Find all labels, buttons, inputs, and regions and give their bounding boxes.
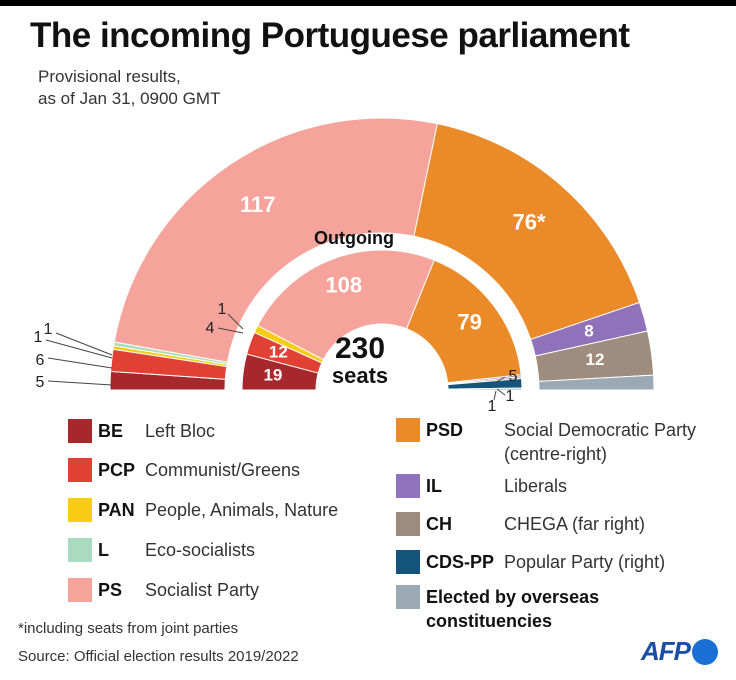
- legend-label-psd-line-1: Social Democratic Party: [504, 420, 697, 440]
- subtitle-line-1: Provisional results,: [38, 67, 181, 86]
- outgoing-label-pcp: 12: [269, 343, 288, 362]
- outgoing-label-be: 19: [263, 365, 282, 384]
- legend-code-psd: PSD: [426, 420, 464, 440]
- legend-swatch-il: [396, 474, 420, 498]
- outgoing-leader-cds-pp: [495, 376, 506, 383]
- legend-swatch-pcp: [68, 458, 92, 482]
- outgoing-leader-ch: [493, 390, 497, 401]
- legend-label-il: Liberals: [504, 476, 568, 496]
- outgoing-leader-pan: [217, 327, 244, 334]
- legend-label-cds-pp: Popular Party (right): [504, 552, 666, 572]
- legend-label-overseas-line-2: constituencies: [426, 611, 553, 631]
- legend-item-be: BE: [68, 419, 123, 443]
- legend-swatch-psd: [396, 418, 420, 442]
- legend-code-ps: PS: [98, 580, 123, 600]
- legend-swatch-cds-pp: [396, 550, 420, 574]
- legend-code-pan: PAN: [98, 500, 135, 520]
- incoming-label-pan: 1: [34, 329, 43, 346]
- outgoing-segment-ps: [257, 249, 435, 361]
- source-note: Source: Official election results 2019/2…: [18, 648, 299, 665]
- legend-label-l: Eco-socialists: [145, 540, 256, 560]
- incoming-segment-ps: [113, 117, 438, 363]
- legend-item-ch: CH: [396, 512, 452, 536]
- incoming-label-be: 5: [36, 374, 45, 391]
- legend-label-overseas-line-1: Elected by overseas: [426, 587, 600, 607]
- legend-swatch-ch: [396, 512, 420, 536]
- legend-swatch-overseas: [396, 585, 420, 609]
- incoming-label-psd: 76*: [513, 209, 546, 234]
- legend-item-psd: PSD: [396, 418, 463, 442]
- legend-code-ch: CH: [426, 514, 452, 534]
- chart-title: The incoming Portuguese parliament: [30, 16, 630, 55]
- footnote: *including seats from joint parties: [18, 620, 239, 637]
- afp-logo-text: AFP: [641, 636, 691, 666]
- legend-swatch-pan: [68, 498, 92, 522]
- legend-swatch-ps: [68, 578, 92, 602]
- legend-item-pcp: PCP: [68, 458, 135, 482]
- legend-label-ch: CHEGA (far right): [504, 514, 646, 534]
- outgoing-ring-title: Outgoing: [314, 228, 394, 248]
- legend-code-il: IL: [426, 476, 442, 496]
- incoming-segment-psd: [413, 123, 641, 341]
- legend-label-pan: People, Animals, Nature: [145, 500, 339, 520]
- incoming-leader-pcp: [47, 357, 113, 369]
- legend-label-ps: Socialist Party: [145, 580, 260, 600]
- outgoing-label-cds-pp: 5: [509, 368, 518, 385]
- center-total-unit: seats: [332, 363, 388, 388]
- outgoing-leader-il: [496, 388, 506, 396]
- incoming-label-l: 1: [44, 321, 53, 338]
- incoming-label-il: 8: [584, 321, 593, 340]
- subtitle-line-2: as of Jan 31, 0900 GMT: [38, 89, 221, 108]
- incoming-segment-overseas: [538, 374, 655, 391]
- afp-logo-dot: [692, 638, 718, 665]
- outgoing-leader-l: [227, 313, 244, 330]
- outgoing-label-l: 1: [218, 301, 227, 318]
- outgoing-segment-psd: [405, 259, 522, 384]
- incoming-label-ps: 117: [240, 192, 276, 217]
- outgoing-label-psd: 79: [457, 309, 481, 334]
- legend-code-pcp: PCP: [98, 460, 136, 480]
- legend-label-psd-line-2: (centre-right): [504, 444, 608, 464]
- legend-item-cds-pp: CDS-PP: [396, 550, 494, 574]
- legend-item-l: L: [68, 538, 109, 562]
- center-total-number: 230: [335, 332, 385, 365]
- incoming-leader-be: [47, 380, 113, 386]
- incoming-label-pcp: 6: [36, 352, 45, 369]
- outgoing-label-ch: 1: [488, 398, 497, 415]
- outgoing-label-pan: 4: [206, 320, 215, 337]
- legend-item-pan: PAN: [68, 498, 135, 522]
- chart-subtitle: Provisional results, as of Jan 31, 0900 …: [38, 66, 220, 110]
- incoming-label-ch: 12: [586, 350, 605, 369]
- top-bar: [0, 0, 736, 6]
- incoming-leader-l: [55, 332, 113, 356]
- outgoing-label-ps: 108: [325, 273, 362, 298]
- legend-swatch-l: [68, 538, 92, 562]
- outgoing-label-il: 1: [506, 388, 515, 405]
- outgoing-segment-overseas: [447, 387, 523, 391]
- legend-swatch-be: [68, 419, 92, 443]
- legend-label-pcp: Communist/Greens: [145, 460, 301, 480]
- incoming-leader-pan: [45, 339, 113, 359]
- afp-logo: AFP: [641, 636, 718, 667]
- legend-code-be: BE: [98, 421, 124, 441]
- legend-item-overseas: Elected by overseas constituencies: [396, 585, 599, 633]
- legend-item-ps: PS: [68, 578, 122, 602]
- legend-item-il: IL: [396, 474, 442, 498]
- legend-code-cds-pp: CDS-PP: [426, 552, 495, 572]
- legend-code-l: L: [98, 540, 109, 560]
- legend-label-be: Left Bloc: [145, 421, 216, 441]
